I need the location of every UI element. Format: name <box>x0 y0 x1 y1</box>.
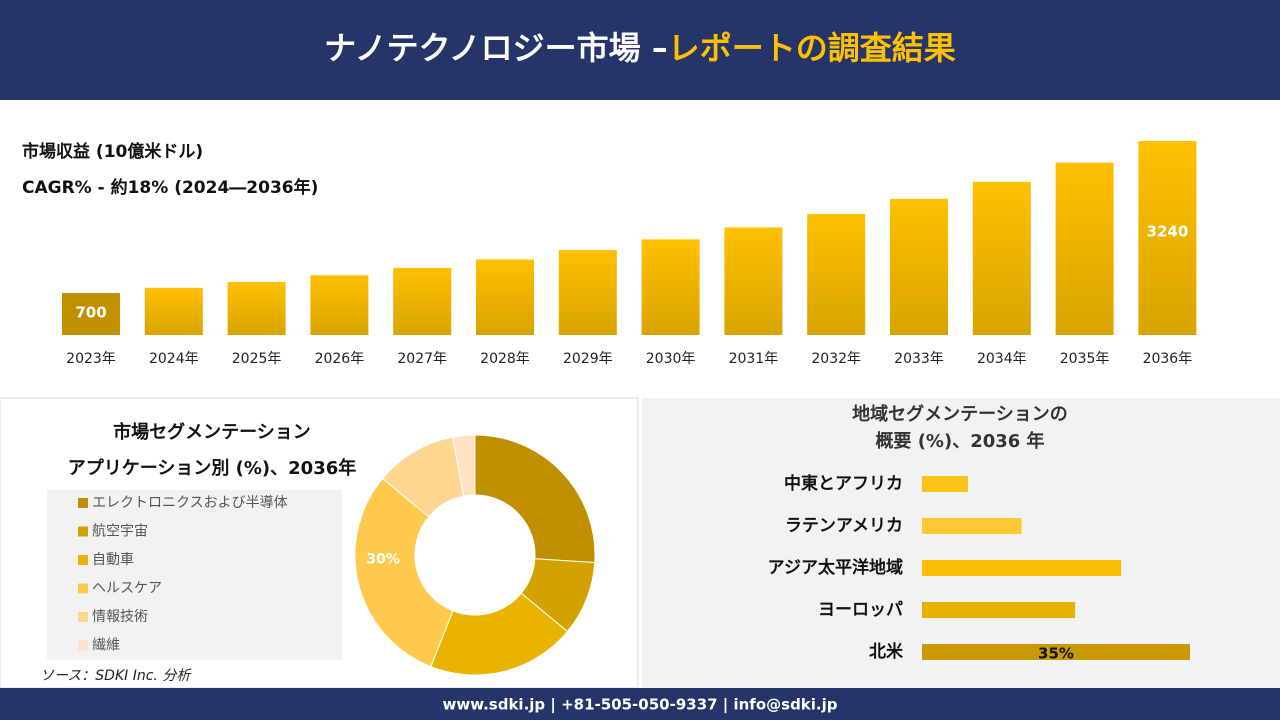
bar <box>972 181 1031 335</box>
legend-box <box>47 490 342 660</box>
value-label: 35% <box>1038 645 1074 663</box>
bar <box>890 198 948 335</box>
bar <box>1138 141 1197 335</box>
legend-swatch <box>78 498 88 508</box>
donut-slice <box>430 592 569 676</box>
y-tick-label: 北米 <box>869 641 904 662</box>
bar <box>641 239 700 335</box>
legend-swatch <box>78 612 88 622</box>
bar <box>922 644 1190 660</box>
value-label: 30% <box>366 552 400 568</box>
legend-swatch <box>78 526 88 537</box>
bar <box>922 602 1076 618</box>
x-tick-label: 2026年 <box>315 351 365 367</box>
x-tick-label: 2031年 <box>729 351 779 367</box>
bar <box>310 275 369 335</box>
bar <box>922 518 1022 534</box>
bar <box>1055 162 1114 335</box>
donut-slice <box>354 477 454 668</box>
title-highlight: レポートの調査結果 <box>668 29 956 67</box>
legend-label: 繊維 <box>92 638 120 654</box>
legend-label: 航空宇宙 <box>92 524 148 540</box>
x-tick-label: 2023年 <box>66 351 116 367</box>
value-label: 3240 <box>1147 223 1189 241</box>
y-tick-label: 中東とアフリカ <box>784 473 903 494</box>
legend-label: エレクトロニクスおよび半導体 <box>92 495 288 511</box>
legend-swatch <box>78 583 88 594</box>
bar <box>724 227 783 335</box>
footer-contact: www.sdki.jp | +81-505-050-9337 | info@sd… <box>442 696 837 715</box>
x-tick-label: 2035年 <box>1060 351 1110 367</box>
chart-subtitle: アプリケーション別 (%)、2036年 <box>68 457 357 479</box>
x-tick-label: 2028年 <box>480 351 530 367</box>
bar <box>558 250 617 335</box>
x-tick-label: 2029年 <box>563 351 613 367</box>
bar <box>144 287 203 335</box>
x-tick-label: 2024年 <box>149 351 199 367</box>
header-bar <box>0 0 1280 100</box>
footer-bar <box>0 688 1280 720</box>
chart-title: 地域セグメンテーションの <box>852 403 1068 425</box>
bar <box>807 213 866 335</box>
header-title: ナノテクノロジー市場 –レポートの調査結果 <box>324 29 956 67</box>
chart-subtitle: CAGR% - 約18% (2024―2036年) <box>22 177 318 198</box>
bar <box>922 560 1122 576</box>
y-tick-label: ヨーロッパ <box>818 600 903 620</box>
y-tick-label: アジア太平洋地域 <box>768 557 903 578</box>
donut-slice <box>474 434 596 564</box>
chart-subtitle: 概要 (%)、2036 年 <box>875 430 1044 452</box>
bar <box>62 293 120 335</box>
chart-title: 市場収益 (10億米ドル) <box>22 141 203 162</box>
legend-swatch <box>78 555 88 565</box>
legend-label: ヘルスケア <box>92 581 162 597</box>
x-tick-label: 2036年 <box>1143 351 1193 367</box>
chart-title: 市場セグメンテーション <box>113 421 311 443</box>
x-tick-label: 2032年 <box>811 351 861 367</box>
x-tick-label: 2027年 <box>397 351 447 367</box>
x-tick-label: 2025年 <box>232 351 282 367</box>
x-tick-label: 2030年 <box>646 351 696 367</box>
y-tick-label: ラテンアメリカ <box>785 516 903 536</box>
right-panel <box>642 398 1280 688</box>
donut-slice <box>451 434 476 497</box>
legend-swatch <box>78 640 88 651</box>
bar <box>227 281 286 335</box>
x-tick-label: 2033年 <box>894 351 944 367</box>
title-main: ナノテクノロジー市場 – <box>324 29 668 67</box>
source: ソース：SDKI Inc. 分析 <box>40 668 192 684</box>
bar <box>922 476 968 492</box>
legend-label: 自動車 <box>92 551 134 568</box>
bar <box>393 267 452 335</box>
x-tick-label: 2034年 <box>977 351 1027 367</box>
bar <box>476 259 534 335</box>
legend-label: 情報技術 <box>92 609 148 625</box>
value-label: 700 <box>75 303 106 321</box>
